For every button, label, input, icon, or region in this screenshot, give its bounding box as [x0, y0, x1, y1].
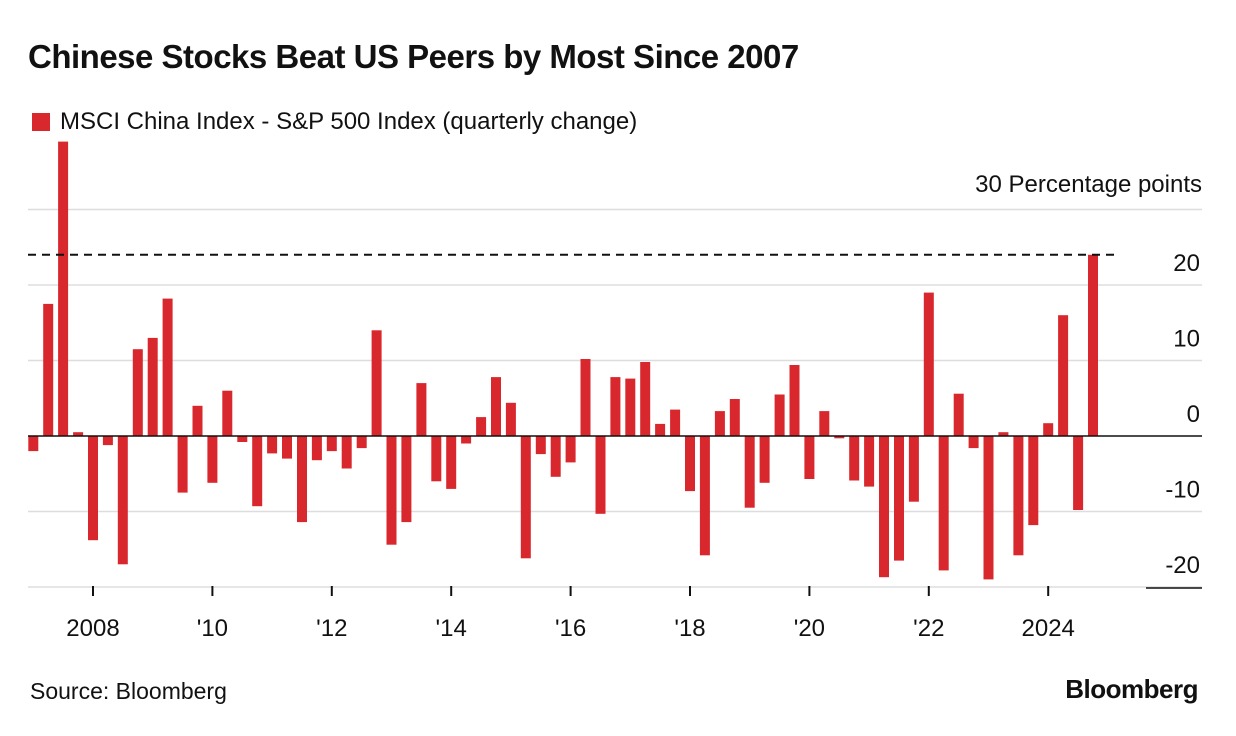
bar-2020Q4	[849, 436, 860, 481]
bar-2012Q4	[371, 330, 382, 436]
axes: 20 10 0 -10 -20 2008 '10 '12 '14 '16 '18 '20 '22 2024	[28, 250, 1202, 642]
bar-2009Q3	[177, 436, 188, 493]
legend-label: MSCI China Index - S&P 500 Index (quarte…	[60, 108, 638, 135]
bar-2018Q2	[699, 436, 710, 556]
bar-2020Q2	[819, 411, 830, 436]
bar-2011Q4	[311, 436, 322, 461]
bar-2023Q4	[1028, 436, 1039, 526]
bar-2022Q1	[923, 292, 934, 436]
bar-2010Q4	[252, 436, 263, 507]
bar-2020Q3	[834, 436, 845, 439]
x-tick-label: '20	[794, 615, 825, 642]
bar-2016Q1	[565, 436, 576, 463]
bar-2018Q1	[685, 436, 695, 492]
y-tick-label: 10	[1173, 326, 1200, 353]
bar-2009Q1	[147, 337, 158, 436]
x-tick-label: 2024	[1022, 615, 1075, 642]
chart-title: Chinese Stocks Beat US Peers by Most Sin…	[28, 38, 799, 75]
bar-2012Q3	[356, 436, 367, 449]
bar-2017Q1	[625, 378, 636, 436]
bar-2017Q2	[640, 362, 651, 436]
y-tick-label: -10	[1165, 477, 1200, 504]
bar-2009Q2	[162, 298, 173, 436]
y-tick-label: 20	[1173, 250, 1200, 277]
bar-2012Q2	[341, 436, 352, 469]
x-tick-label: '22	[913, 615, 944, 642]
x-tick-label: '16	[555, 615, 586, 642]
bar-2014Q2	[461, 436, 472, 444]
bar-2010Q2	[222, 390, 233, 436]
bar-2023Q3	[1013, 436, 1024, 556]
bar-2008Q2	[102, 436, 113, 446]
bar-2018Q4	[729, 399, 740, 436]
bar-2010Q1	[207, 436, 218, 483]
bar-2011Q1	[267, 436, 278, 454]
bar-2008Q3	[117, 436, 128, 565]
bar-2024Q2	[1058, 315, 1069, 436]
bar-2018Q3	[714, 411, 725, 436]
bar-2017Q3	[655, 423, 666, 436]
bar-2024Q4	[1088, 254, 1098, 436]
bar-2007Q1	[28, 436, 39, 452]
bar-2007Q4	[73, 432, 84, 436]
bar-2015Q3	[535, 436, 546, 455]
bar-2014Q3	[476, 417, 487, 436]
bar-2014Q4	[491, 377, 501, 436]
bar-2013Q4	[431, 436, 442, 482]
bar-2011Q2	[282, 436, 292, 459]
x-tick-label: '12	[316, 615, 347, 642]
bar-2013Q1	[386, 436, 397, 545]
grid-lines	[28, 208, 1202, 588]
bloomberg-logo: Bloomberg	[1065, 674, 1198, 704]
bar-2008Q1	[88, 436, 98, 541]
bar-2016Q4	[610, 377, 621, 436]
bar-2007Q3	[58, 141, 69, 436]
legend: MSCI China Index - S&P 500 Index (quarte…	[32, 108, 637, 136]
bar-2015Q2	[520, 436, 531, 559]
legend-swatch	[32, 113, 50, 131]
bar-2015Q1	[505, 402, 516, 436]
bar-2024Q3	[1073, 436, 1084, 510]
x-tick-label: 2008	[66, 615, 119, 642]
bar-2023Q1	[983, 436, 994, 580]
bar-2019Q2	[759, 436, 770, 483]
bar-2024Q1	[1043, 423, 1054, 436]
bar-2015Q4	[550, 436, 561, 477]
bar-2017Q4	[670, 409, 681, 436]
bar-2020Q1	[804, 436, 815, 479]
bar-2009Q4	[192, 405, 203, 436]
y-tick-label: -20	[1165, 552, 1200, 579]
bar-2012Q1	[326, 436, 337, 452]
bar-2021Q2	[879, 436, 889, 578]
x-tick-label: '10	[197, 615, 228, 642]
bar-2021Q1	[864, 436, 875, 487]
bar-2013Q2	[401, 436, 412, 523]
bar-2022Q4	[968, 436, 979, 449]
bar-2013Q3	[416, 383, 427, 436]
x-tick-label: '18	[674, 615, 705, 642]
bar-2019Q1	[744, 436, 755, 508]
bar-2022Q2	[938, 436, 949, 571]
bars	[28, 141, 1098, 580]
y-axis-unit-label: 30 Percentage points	[975, 171, 1202, 198]
y-tick-label: 0	[1187, 401, 1200, 428]
bar-2011Q3	[297, 436, 307, 523]
bar-2021Q4	[908, 436, 919, 502]
bar-2023Q2	[998, 432, 1009, 436]
bar-2022Q3	[953, 393, 964, 436]
source-note: Source: Bloomberg	[30, 678, 227, 704]
bar-2016Q2	[580, 359, 591, 436]
bar-2014Q1	[446, 436, 457, 489]
bar-2021Q3	[894, 436, 904, 561]
x-tick-label: '14	[436, 615, 467, 642]
bar-2008Q4	[132, 349, 143, 436]
bar-2016Q3	[595, 436, 606, 514]
bar-2007Q2	[43, 303, 54, 436]
bar-2019Q3	[774, 394, 785, 436]
bar-2010Q3	[237, 436, 248, 442]
bar-2019Q4	[789, 365, 800, 436]
